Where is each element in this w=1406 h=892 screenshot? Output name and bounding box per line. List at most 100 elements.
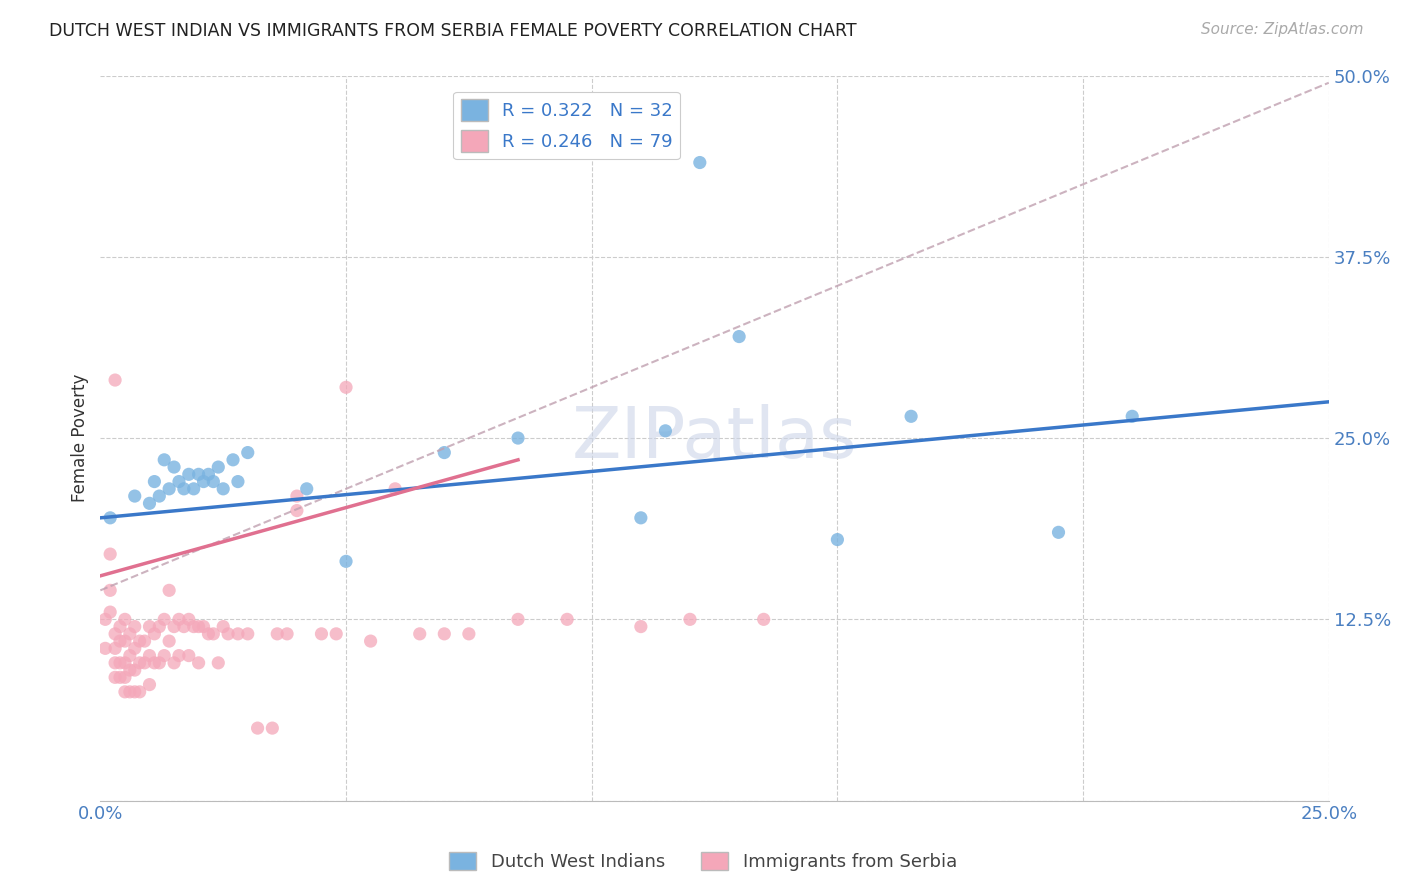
Point [285, 503, 308, 517]
Point [285, 489, 308, 503]
Point [163, 619, 186, 633]
Point [295, 482, 318, 496]
Point [212, 619, 235, 633]
Point [900, 409, 922, 424]
Point [124, 619, 146, 633]
Point [752, 612, 775, 626]
Point [128, 634, 150, 648]
Point [134, 634, 156, 648]
Point [827, 533, 849, 547]
Point [193, 619, 215, 633]
Point [555, 612, 578, 626]
Point [104, 656, 127, 670]
Point [108, 634, 131, 648]
Point [173, 482, 195, 496]
Point [138, 619, 160, 633]
Text: ZIPatlas: ZIPatlas [572, 403, 858, 473]
Text: DUTCH WEST INDIAN VS IMMIGRANTS FROM SERBIA FEMALE POVERTY CORRELATION CHART: DUTCH WEST INDIAN VS IMMIGRANTS FROM SER… [49, 22, 856, 40]
Point [157, 482, 180, 496]
Point [114, 634, 136, 648]
Point [630, 511, 652, 525]
Point [654, 424, 676, 438]
Legend: R = 0.322   N = 32, R = 0.246   N = 79: R = 0.322 N = 32, R = 0.246 N = 79 [453, 92, 681, 160]
Point [325, 627, 347, 641]
Point [183, 619, 205, 633]
Point [148, 489, 170, 503]
Point [433, 627, 456, 641]
Point [104, 670, 127, 684]
Point [457, 627, 479, 641]
Point [138, 648, 160, 663]
Point [98, 511, 121, 525]
Point [118, 685, 141, 699]
Point [1047, 525, 1070, 540]
Point [177, 612, 200, 626]
Point [217, 627, 239, 641]
Point [98, 605, 121, 619]
Point [197, 627, 219, 641]
Point [226, 475, 249, 489]
Point [128, 656, 150, 670]
Point [689, 155, 711, 169]
Point [1121, 409, 1143, 424]
Point [276, 627, 298, 641]
Y-axis label: Female Poverty: Female Poverty [72, 374, 89, 502]
Point [124, 663, 146, 677]
Point [177, 467, 200, 482]
Point [118, 627, 141, 641]
Point [108, 619, 131, 633]
Point [124, 641, 146, 656]
Point [433, 445, 456, 459]
Point [167, 612, 190, 626]
Point [360, 634, 382, 648]
Point [114, 656, 136, 670]
Point [506, 431, 529, 445]
Point [104, 627, 127, 641]
Point [153, 452, 176, 467]
Point [138, 677, 160, 691]
Point [183, 482, 205, 496]
Point [104, 641, 127, 656]
Legend: Dutch West Indians, Immigrants from Serbia: Dutch West Indians, Immigrants from Serb… [441, 845, 965, 879]
Point [262, 721, 284, 735]
Point [108, 656, 131, 670]
Point [197, 467, 219, 482]
Point [114, 612, 136, 626]
Point [679, 612, 702, 626]
Point [311, 627, 333, 641]
Point [226, 627, 249, 641]
Point [138, 496, 160, 510]
Point [94, 641, 117, 656]
Point [335, 554, 357, 568]
Point [128, 685, 150, 699]
Point [143, 475, 166, 489]
Point [193, 475, 215, 489]
Point [207, 656, 229, 670]
Point [167, 475, 190, 489]
Point [246, 721, 269, 735]
Point [153, 648, 176, 663]
Point [118, 663, 141, 677]
Point [98, 547, 121, 561]
Point [104, 373, 127, 387]
Point [236, 445, 259, 459]
Point [266, 627, 288, 641]
Point [124, 685, 146, 699]
Point [384, 482, 406, 496]
Point [114, 685, 136, 699]
Point [187, 467, 209, 482]
Point [506, 612, 529, 626]
Point [630, 619, 652, 633]
Point [207, 460, 229, 475]
Point [212, 482, 235, 496]
Point [153, 612, 176, 626]
Point [173, 619, 195, 633]
Point [236, 627, 259, 641]
Point [157, 583, 180, 598]
Point [118, 648, 141, 663]
Point [114, 670, 136, 684]
Point [202, 475, 225, 489]
Point [728, 329, 751, 343]
Point [143, 627, 166, 641]
Point [157, 634, 180, 648]
